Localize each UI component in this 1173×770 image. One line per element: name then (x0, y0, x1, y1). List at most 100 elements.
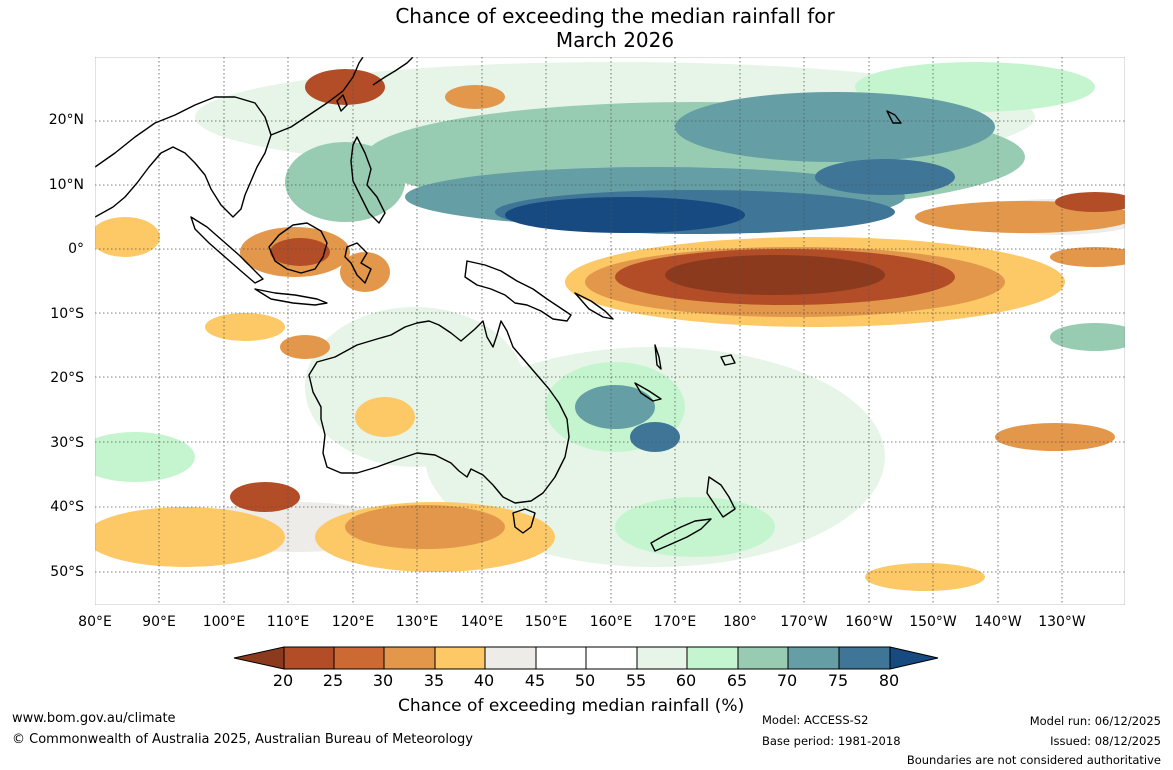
field-sw-dry-35 (95, 507, 285, 567)
sumatra-coastline (190, 216, 264, 284)
lon-label-90e: 90°E (142, 614, 176, 630)
field-north-band-max (505, 197, 745, 233)
colorbar-tick-70: 70 (776, 671, 798, 690)
colorbar-tick-75: 75 (827, 671, 849, 690)
field-east-green-south (1050, 323, 1125, 351)
colorbar-bin-20-25 (283, 646, 335, 670)
vanuatu-coastline (654, 344, 662, 370)
field-central-pacific-blue (815, 159, 955, 195)
colorbar-tick-50: 50 (574, 671, 596, 690)
field-southern-dry-30 (345, 505, 505, 549)
lon-label-130e: 130°E (395, 614, 439, 630)
colorbar-tick-80: 80 (878, 671, 900, 690)
field-west-indian-ocean-green (95, 432, 195, 482)
lon-label-170w: 170°W (780, 614, 828, 630)
colorbar-tick-30: 30 (372, 671, 394, 690)
hawaii-coastline (886, 110, 902, 124)
field-south-tasman-green (615, 497, 775, 557)
lon-label-80e: 80°E (78, 614, 112, 630)
field-coral-sea-blue-core (630, 422, 680, 452)
colorbar-bin-40-45 (484, 646, 537, 670)
colorbar-bin-35-40 (434, 646, 486, 670)
field-indian-ocean-dry (205, 313, 285, 341)
field-philippines-green (285, 142, 405, 222)
field-east-dry-south (1050, 247, 1125, 267)
field-se-pacific-dry (995, 423, 1115, 451)
lon-label-160w: 160°W (845, 614, 893, 630)
philippines-coastline (350, 136, 386, 224)
copyright-notice: © Commonwealth of Australia 2025, Austra… (12, 732, 473, 747)
lon-label-150e: 150°E (524, 614, 568, 630)
website-link[interactable]: www.bom.gov.au/climate (12, 711, 176, 726)
lat-label-20n: 20°N (48, 112, 84, 128)
base-period: Base period: 1981-2018 (762, 734, 901, 748)
field-north-band-75a (675, 92, 995, 162)
lon-label-180: 180° (723, 614, 757, 630)
sulawesi-coastline (344, 242, 372, 284)
field-coral-sea-blue (575, 385, 655, 429)
coastlines (95, 57, 902, 552)
field-sulawesi-dry (340, 252, 390, 292)
issued-date: Issued: 08/12/2025 (1050, 734, 1161, 748)
china-coastline (270, 57, 364, 136)
lon-label-110e: 110°E (266, 614, 310, 630)
colorbar-bin-50-55 (585, 646, 638, 670)
field-north-dry-patch (445, 85, 505, 109)
japan-coastline (372, 57, 414, 86)
field-tasman-light-green (425, 347, 885, 567)
colorbar-tick-45: 45 (524, 671, 546, 690)
title-line-2: March 2026 (555, 28, 675, 52)
field-australia-light-green (305, 307, 525, 467)
lon-label-160e: 160°E (589, 614, 633, 630)
field-east-dry-core (1055, 192, 1125, 212)
new-guinea-coastline (464, 260, 572, 322)
australia-coastline (308, 320, 570, 504)
borneo-coastline (268, 222, 328, 274)
colorbar-low-arrow (233, 646, 285, 670)
field-west-indian-dry (95, 217, 160, 257)
lon-label-100e: 100°E (202, 614, 246, 630)
lon-label-150w: 150°W (909, 614, 957, 630)
colorbar-tick-25: 25 (322, 671, 344, 690)
tasmania-coastline (512, 508, 536, 534)
model-name: Model: ACCESS-S2 (762, 713, 869, 727)
graticule (95, 57, 1125, 605)
colorbar-bin-70-75 (787, 646, 840, 670)
title-line-1: Chance of exceeding the median rainfall … (395, 4, 835, 28)
lat-label-0: 0° (68, 241, 84, 257)
colorbar-tick-20: 20 (272, 671, 294, 690)
asia-mainland-coastline (95, 96, 272, 218)
lon-label-140w: 140°W (974, 614, 1022, 630)
field-far-south-dry (865, 563, 985, 591)
field-indian-ocean-dry-core (280, 335, 330, 359)
probability-fields (95, 62, 1125, 591)
lat-label-50s: 50°S (50, 564, 84, 580)
lon-label-140e: 140°E (460, 614, 504, 630)
lon-label-130w: 130°W (1038, 614, 1086, 630)
boundaries-disclaimer: Boundaries are not considered authoritat… (906, 753, 1161, 767)
new-zealand-south-coastline (650, 518, 712, 552)
colorbar-label: Chance of exceeding median rainfall (%) (398, 696, 745, 716)
lon-label-170e: 170°E (653, 614, 697, 630)
field-dry-tongue-20 (665, 255, 885, 295)
colorbar-tick-35: 35 (423, 671, 445, 690)
colorbar-bin-60-65 (686, 646, 739, 670)
colorbar-bin-45-50 (535, 646, 587, 670)
lat-label-10n: 10°N (48, 177, 84, 193)
colorbar-bin-75-80 (838, 646, 891, 670)
solomon-islands-coastline (574, 292, 614, 320)
chart-title: Chance of exceeding the median rainfall … (0, 4, 1173, 52)
new-caledonia-coastline (634, 382, 662, 402)
colorbar-bin-25-30 (333, 646, 385, 670)
lat-label-30s: 30°S (50, 435, 84, 451)
model-run-date: Model run: 06/12/2025 (1029, 714, 1161, 728)
lat-label-20s: 20°S (50, 370, 84, 386)
field-borneo-core (270, 238, 330, 266)
colorbar (233, 646, 939, 670)
rainfall-outlook-map (95, 57, 1125, 605)
lon-label-120e: 120°E (331, 614, 375, 630)
field-sw-dry-core (230, 482, 300, 512)
colorbar-tick-55: 55 (625, 671, 647, 690)
colorbar-bin-65-70 (737, 646, 789, 670)
new-zealand-north-coastline (706, 476, 736, 518)
